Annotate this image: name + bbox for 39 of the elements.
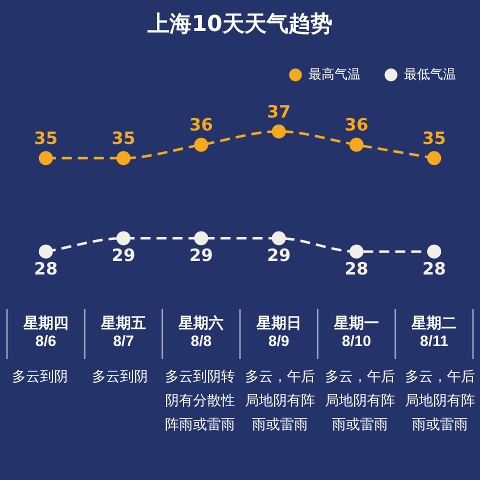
point xyxy=(350,244,364,259)
point xyxy=(427,151,442,166)
x-tick-label: 星期四 8/6 xyxy=(22,315,68,350)
x-tick-label: 星期二 8/11 xyxy=(410,315,457,350)
text: 多云到阴 xyxy=(11,368,69,387)
x-tick-label: 星期六 8/8 xyxy=(178,314,224,350)
data-label: 29 xyxy=(189,246,214,266)
point xyxy=(38,244,53,259)
text: 多云，午后局地阴有阵雨或雷雨 xyxy=(404,368,476,435)
data-label: 36 xyxy=(344,116,368,136)
point xyxy=(427,244,442,259)
point xyxy=(350,138,364,152)
data-label: 28 xyxy=(34,260,58,280)
point xyxy=(194,138,208,152)
x-tick-label: 星期五 8/7 xyxy=(100,315,146,350)
data-label: 29 xyxy=(266,246,291,266)
data-label: 36 xyxy=(189,116,214,136)
x-tick-label: 星期一 8/10 xyxy=(333,315,379,350)
text: 多云，午后局地阴有阵雨或雷雨 xyxy=(244,368,316,435)
data-label: 37 xyxy=(266,102,291,122)
point xyxy=(116,151,130,166)
point xyxy=(194,231,208,246)
point xyxy=(272,231,286,246)
chart-title: 上海10天天气趋势 xyxy=(146,12,332,37)
x-tick-label: 星期日 8/9 xyxy=(255,315,302,350)
data-label: 28 xyxy=(344,260,368,280)
point xyxy=(116,231,130,246)
data-label: 35 xyxy=(112,129,136,150)
data-label: 35 xyxy=(34,129,58,150)
data-label: 28 xyxy=(422,260,446,280)
text: 多云到阴 xyxy=(91,368,149,387)
point xyxy=(272,124,286,138)
data-label: 35 xyxy=(422,129,446,150)
text: 多云到阴转阴有分散性阵雨或雷雨 xyxy=(164,368,236,435)
legend-label: 最高气温 xyxy=(308,66,360,82)
data-label: 29 xyxy=(112,246,136,266)
legend-label: 最低气温 xyxy=(404,66,456,82)
text: 多云，午后局地阴有阵雨或雷雨 xyxy=(324,368,396,435)
point xyxy=(38,151,53,166)
